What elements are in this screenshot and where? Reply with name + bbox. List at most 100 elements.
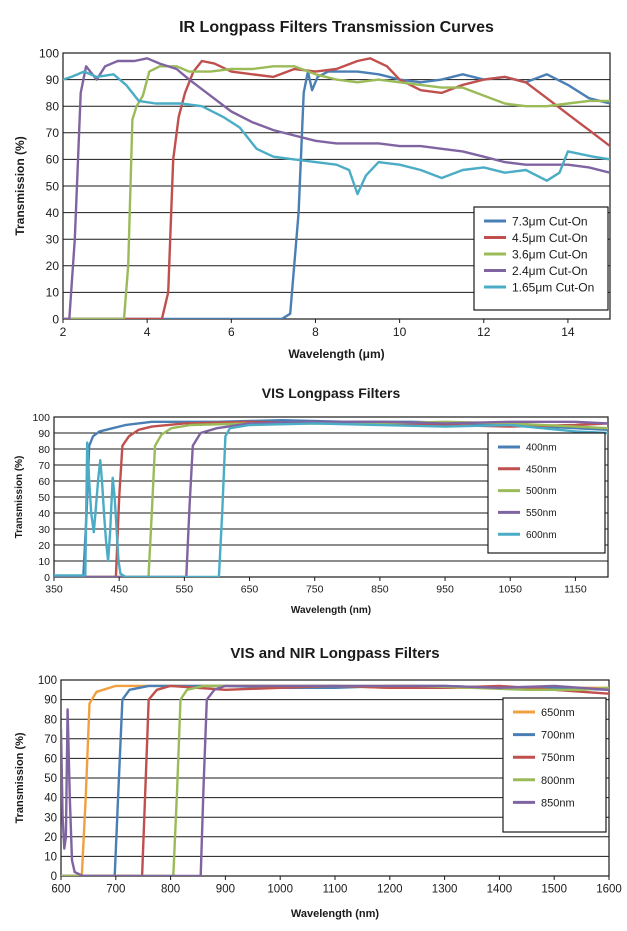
ir-longpass-chart: IR Longpass Filters Transmission Curves 0… — [13, 19, 611, 361]
x-tick-label: 1200 — [377, 884, 403, 896]
y-tick-label: 80 — [44, 714, 57, 726]
x-tick-label: 8 — [312, 325, 319, 339]
y-tick-label: 0 — [44, 572, 50, 584]
legend-entry: 2.4μm Cut-On — [512, 264, 588, 278]
series-group — [54, 419, 608, 577]
x-tick-label: 2 — [60, 325, 67, 339]
y-tick-label: 40 — [46, 206, 60, 220]
series-line-4 — [54, 422, 608, 577]
y-tick-label: 90 — [46, 73, 60, 87]
y-tick-label: 100 — [38, 675, 57, 687]
x-tick-label: 1100 — [323, 884, 348, 896]
x-tick-label: 12 — [477, 325, 491, 339]
y-tick-label: 20 — [44, 832, 57, 844]
y-tick-label: 90 — [44, 695, 57, 707]
legend-entry: 750nm — [541, 752, 575, 764]
y-tick-label: 70 — [44, 734, 57, 746]
x-tick-label: 800 — [161, 884, 180, 896]
x-axis-label: Wavelength (nm) — [291, 605, 371, 616]
y-tick-label: 10 — [38, 556, 50, 568]
x-tick-label: 350 — [45, 584, 63, 596]
legend-entry: 850nm — [541, 797, 575, 809]
y-axis-label: Transmission (%) — [14, 732, 26, 823]
x-tick-label: 850 — [371, 584, 389, 596]
x-tick-label: 10 — [393, 325, 407, 339]
x-axis-label: Wavelength (μm) — [288, 347, 384, 361]
legend-entry: 800nm — [541, 775, 575, 787]
y-tick-label: 70 — [46, 126, 60, 140]
x-tick-label: 950 — [436, 584, 454, 596]
legend-entry: 1.65μm Cut-On — [512, 280, 594, 294]
y-tick-label: 0 — [51, 871, 57, 883]
legend-entry: 550nm — [526, 508, 557, 519]
legend-entry: 600nm — [526, 530, 557, 541]
x-tick-label: 750 — [306, 584, 324, 596]
y-axis-label: Transmission (%) — [14, 456, 25, 539]
y-tick-label: 30 — [44, 812, 57, 824]
x-tick-label: 1050 — [499, 584, 523, 596]
x-tick-label: 450 — [110, 584, 128, 596]
series-line-3 — [54, 420, 608, 577]
y-tick-label: 60 — [46, 153, 60, 167]
series-group — [63, 57, 610, 319]
y-tick-label: 30 — [46, 233, 60, 247]
y-tick-label: 50 — [38, 492, 50, 504]
y-tick-label: 80 — [38, 444, 50, 456]
x-tick-label: 6 — [228, 325, 235, 339]
series-line-0 — [63, 70, 610, 319]
x-tick-label: 550 — [176, 584, 194, 596]
y-tick-label: 100 — [39, 46, 59, 60]
y-tick-label: 60 — [44, 754, 57, 766]
y-tick-label: 80 — [46, 100, 60, 114]
y-axis-label: Transmission (%) — [13, 136, 27, 235]
x-tick-label: 700 — [106, 884, 125, 896]
y-tick-label: 20 — [46, 259, 60, 273]
legend-entry: 400nm — [526, 443, 557, 454]
y-tick-label: 20 — [38, 540, 50, 552]
legend-entry: 7.3μm Cut-On — [512, 214, 588, 228]
y-tick-label: 70 — [38, 460, 50, 472]
y-tick-label: 100 — [32, 412, 50, 424]
legend-box — [502, 697, 607, 833]
series-line-1 — [63, 57, 610, 319]
legend-entry: 4.5μm Cut-On — [512, 231, 588, 245]
legend-entry: 500nm — [526, 486, 557, 497]
series-line-4 — [61, 684, 609, 876]
y-tick-label: 50 — [46, 179, 60, 193]
series-line-2 — [61, 684, 609, 876]
x-tick-label: 900 — [216, 884, 235, 896]
x-tick-label: 1300 — [432, 884, 458, 896]
legend-entry: 700nm — [541, 730, 575, 742]
chart-title: VIS Longpass Filters — [262, 385, 401, 401]
legend-entry: 450nm — [526, 464, 557, 475]
series-line-2 — [63, 65, 610, 319]
legend-entry: 650nm — [541, 707, 575, 719]
series-line-4 — [63, 70, 610, 196]
x-tick-label: 1600 — [596, 884, 622, 896]
x-axis-label: Wavelength (nm) — [291, 908, 380, 920]
plot-frame — [53, 416, 609, 578]
y-tick-label: 0 — [52, 312, 59, 326]
x-tick-label: 600 — [51, 884, 70, 896]
x-tick-label: 650 — [241, 584, 259, 596]
y-tick-label: 60 — [38, 476, 50, 488]
chart-title: IR Longpass Filters Transmission Curves — [179, 19, 494, 36]
plot-frame — [62, 52, 611, 320]
series-group — [61, 684, 609, 876]
vis-longpass-chart: VIS Longpass Filters 0 10 20 30 40 50 60 70 80 90 1… — [14, 385, 609, 616]
y-tick-label: 30 — [38, 524, 50, 536]
legend-box — [473, 206, 609, 311]
x-tick-label: 4 — [144, 325, 151, 339]
y-tick-label: 40 — [44, 793, 57, 805]
y-tick-label: 40 — [38, 508, 50, 520]
x-tick-label: 14 — [561, 325, 575, 339]
x-tick-label: 1000 — [267, 884, 293, 896]
chart-title: VIS and NIR Longpass Filters — [230, 645, 439, 662]
x-tick-label: 1400 — [487, 884, 513, 896]
y-tick-label: 10 — [46, 286, 60, 300]
y-tick-label: 10 — [44, 852, 57, 864]
vis-nir-longpass-chart: VIS and NIR Longpass Filters 0 10 20 30 40 50 6… — [14, 645, 622, 920]
x-tick-label: 1500 — [541, 884, 567, 896]
legend-entry: 3.6μm Cut-On — [512, 247, 588, 261]
